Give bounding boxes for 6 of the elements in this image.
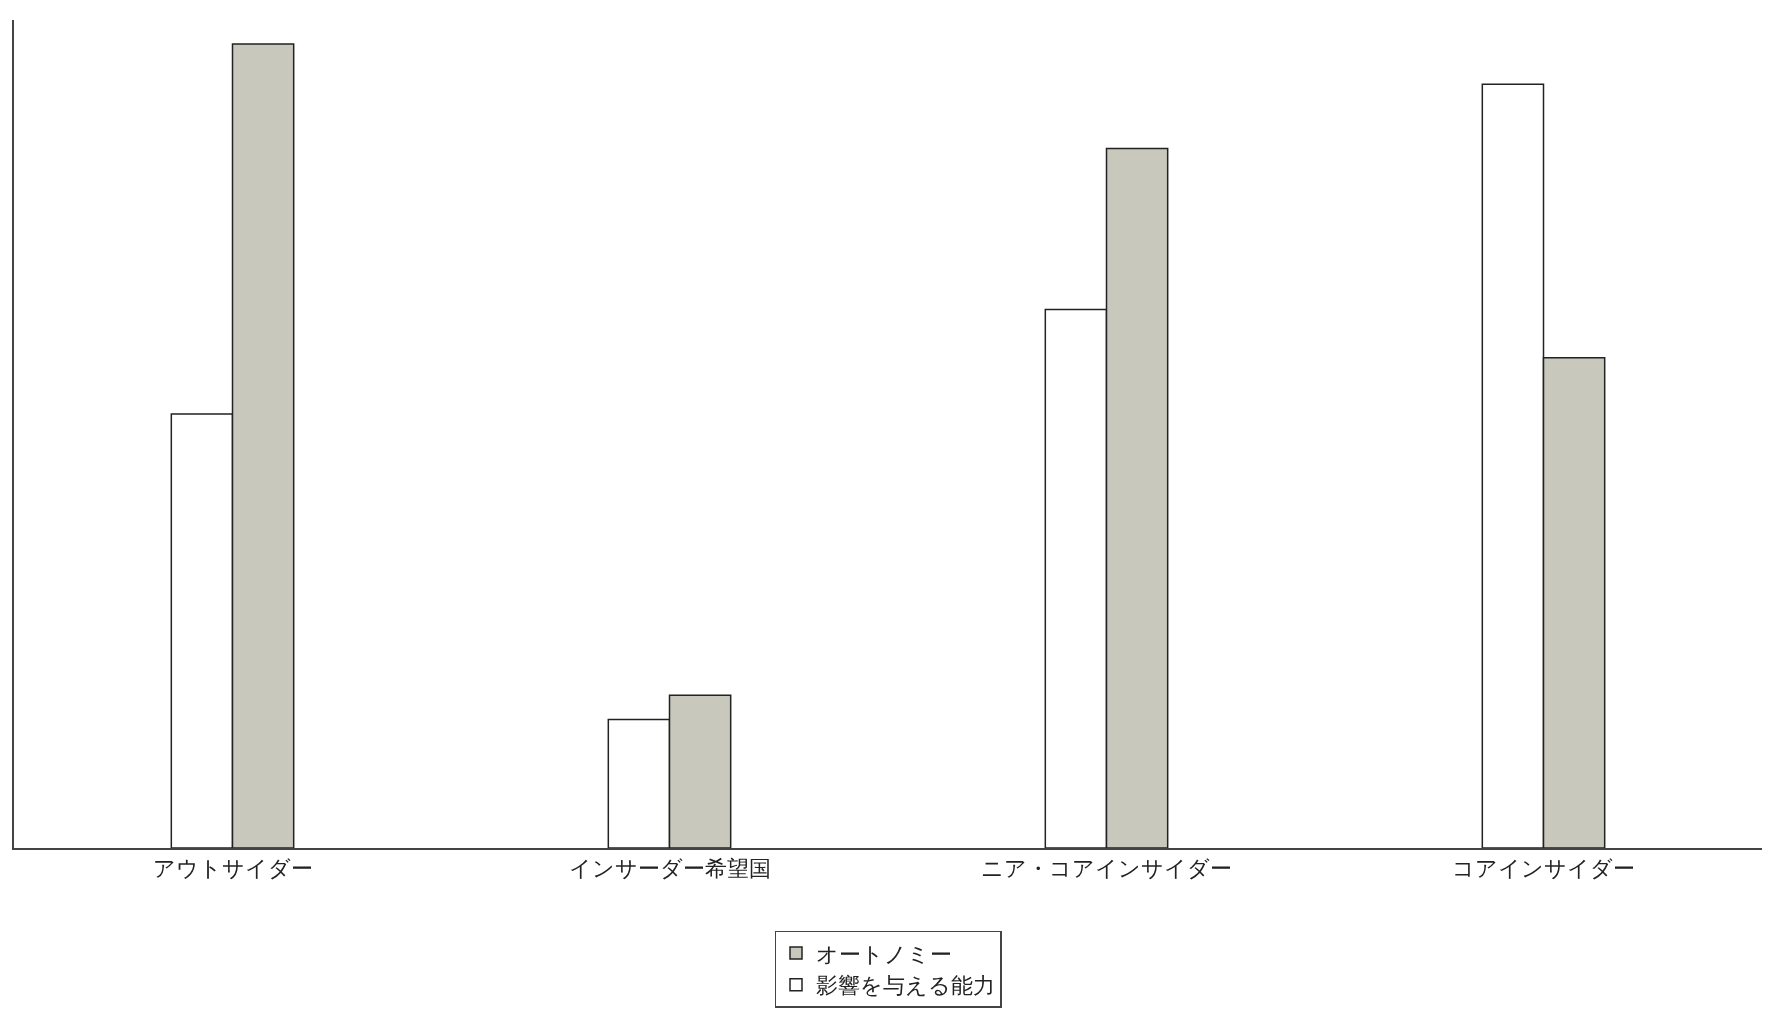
x-tick-label: ニア・コアインサイダー — [981, 856, 1232, 882]
x-tick-label: インサーダー希望国 — [568, 856, 771, 882]
x-tick-label: アウトサイダー — [152, 856, 313, 882]
x-tick-label: コアインサイダー — [1452, 856, 1635, 882]
legend-label: 影響を与える能力 — [816, 973, 995, 999]
legend-label: オートノミー — [816, 941, 952, 967]
